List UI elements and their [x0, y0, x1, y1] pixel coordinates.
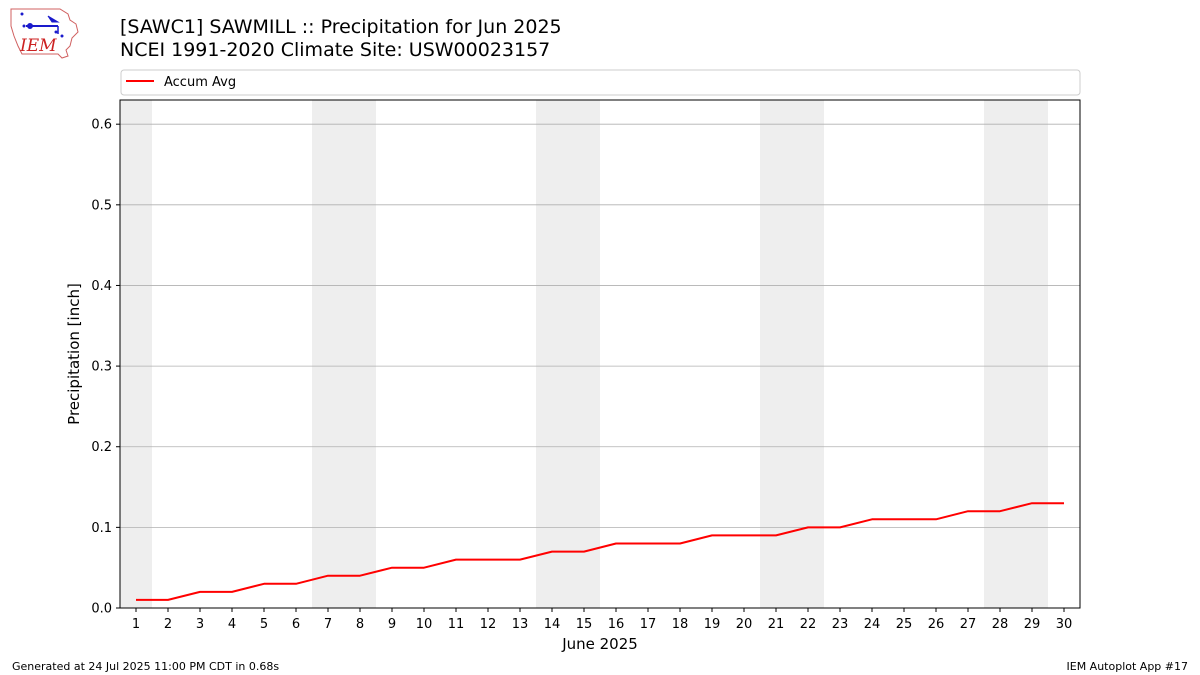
x-tick-label-7: 7	[324, 617, 332, 632]
x-tick-label-16: 16	[608, 617, 625, 632]
y-tick-label-0.1: 0.1	[91, 521, 112, 536]
weekend-band-day-1	[120, 100, 152, 608]
x-tick-label-15: 15	[576, 617, 593, 632]
x-tick-label-22: 22	[800, 617, 817, 632]
x-tick-label-17: 17	[640, 617, 657, 632]
generated-timestamp: Generated at 24 Jul 2025 11:00 PM CDT in…	[12, 660, 280, 673]
logo-text: IEM	[19, 36, 57, 56]
y-tick-label-0.4: 0.4	[91, 279, 112, 294]
chart-title: [SAWC1] SAWMILL :: Precipitation for Jun…	[120, 16, 562, 38]
x-tick-label-25: 25	[896, 617, 913, 632]
legend-box	[120, 69, 1081, 96]
x-tick-label-6: 6	[292, 617, 300, 632]
series-line-accum-avg	[136, 502, 1064, 601]
y-axis-label: Precipitation [inch]	[65, 283, 83, 425]
weekend-shading	[120, 100, 1048, 608]
series-layer	[135, 502, 1065, 601]
weekend-band-day-8	[344, 100, 376, 608]
gridlines	[120, 123, 1080, 528]
y-tick-label-0.0: 0.0	[91, 602, 112, 617]
x-tick-label-12: 12	[480, 617, 497, 632]
y-tick-label-0.6: 0.6	[91, 118, 112, 133]
y-tick-label-0.2: 0.2	[91, 440, 112, 455]
x-tick-label-2: 2	[164, 617, 172, 632]
x-tick-label-14: 14	[544, 617, 561, 632]
x-tick-label-30: 30	[1056, 617, 1073, 632]
x-axis-ticks: 1 2 3 4 5 6 7 8 9 10 11 12 13 14 15 16 17 18 19 20 21 22 23 24 2…	[132, 608, 1072, 632]
weekend-band-day-29	[1016, 100, 1048, 608]
y-tick-label-0.5: 0.5	[91, 198, 112, 213]
weekend-band-day-14	[536, 100, 568, 608]
x-tick-label-5: 5	[260, 617, 268, 632]
x-tick-label-13: 13	[512, 617, 529, 632]
x-tick-label-21: 21	[768, 617, 785, 632]
x-tick-label-4: 4	[228, 617, 236, 632]
weekend-band-day-22	[792, 100, 824, 608]
weekend-band-day-28	[984, 100, 1016, 608]
x-tick-label-28: 28	[992, 617, 1009, 632]
legend: Accum Avg	[120, 69, 1081, 96]
iowa-outline-icon	[10, 8, 79, 59]
weekend-band-day-15	[568, 100, 600, 608]
x-tick-label-29: 29	[1024, 617, 1041, 632]
iem-logo: IEM	[10, 8, 79, 59]
x-tick-label-20: 20	[736, 617, 753, 632]
x-tick-label-27: 27	[960, 617, 977, 632]
x-tick-label-3: 3	[196, 617, 204, 632]
chart-subtitle: NCEI 1991-2020 Climate Site: USW00023157	[120, 39, 551, 61]
x-tick-label-9: 9	[388, 617, 396, 632]
x-tick-label-26: 26	[928, 617, 945, 632]
app-credit: IEM Autoplot App #17	[1066, 660, 1189, 673]
x-tick-label-18: 18	[672, 617, 689, 632]
plot-frame	[119, 99, 1081, 609]
weather-station-icon	[20, 12, 64, 38]
x-axis-label: June 2025	[561, 635, 638, 653]
x-tick-label-19: 19	[704, 617, 721, 632]
x-tick-label-1: 1	[132, 617, 140, 632]
y-tick-label-0.3: 0.3	[91, 360, 112, 375]
x-tick-label-10: 10	[416, 617, 433, 632]
y-axis-ticks: 0.0 0.1 0.2 0.3 0.4 0.5 0.6	[91, 118, 120, 617]
legend-label: Accum Avg	[164, 75, 236, 90]
x-tick-label-11: 11	[448, 617, 465, 632]
x-tick-label-24: 24	[864, 617, 881, 632]
weekend-band-day-21	[760, 100, 792, 608]
x-tick-label-23: 23	[832, 617, 849, 632]
x-tick-label-8: 8	[356, 617, 364, 632]
weekend-band-day-7	[312, 100, 344, 608]
